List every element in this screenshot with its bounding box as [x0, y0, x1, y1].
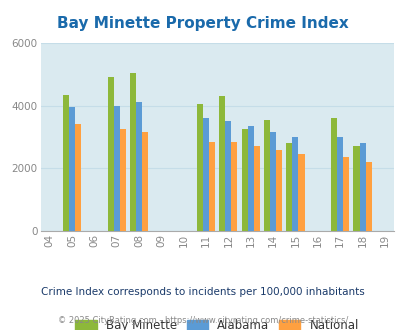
Bar	[298, 154, 304, 231]
Bar	[330, 118, 336, 231]
Bar	[353, 147, 358, 231]
Bar	[209, 142, 215, 231]
Bar	[269, 132, 275, 231]
Bar	[364, 162, 371, 231]
Bar	[63, 95, 69, 231]
Bar	[130, 73, 136, 231]
Bar	[231, 142, 237, 231]
Text: © 2025 CityRating.com - https://www.cityrating.com/crime-statistics/: © 2025 CityRating.com - https://www.city…	[58, 315, 347, 325]
Bar	[286, 143, 292, 231]
Text: Bay Minette Property Crime Index: Bay Minette Property Crime Index	[57, 16, 348, 31]
Bar	[107, 78, 113, 231]
Bar	[142, 132, 148, 231]
Bar	[358, 143, 364, 231]
Bar	[253, 147, 259, 231]
Bar	[292, 137, 298, 231]
Bar	[119, 129, 126, 231]
Bar	[336, 137, 342, 231]
Bar	[219, 96, 225, 231]
Bar	[247, 126, 253, 231]
Bar	[113, 106, 119, 231]
Bar	[75, 124, 81, 231]
Bar	[196, 104, 202, 231]
Bar	[275, 150, 281, 231]
Bar	[263, 120, 269, 231]
Bar	[136, 102, 142, 231]
Text: Crime Index corresponds to incidents per 100,000 inhabitants: Crime Index corresponds to incidents per…	[41, 287, 364, 297]
Bar	[342, 157, 348, 231]
Bar	[202, 118, 209, 231]
Bar	[241, 129, 247, 231]
Bar	[69, 107, 75, 231]
Bar	[225, 121, 231, 231]
Legend: Bay Minette, Alabama, National: Bay Minette, Alabama, National	[72, 316, 362, 330]
